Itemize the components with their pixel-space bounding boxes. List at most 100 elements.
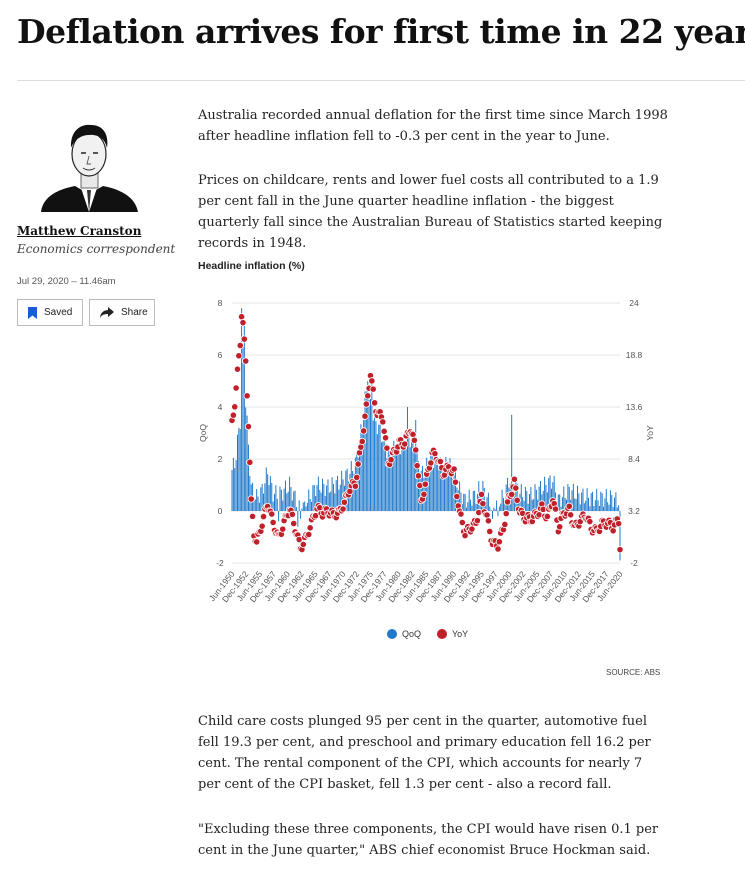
qoq-bar xyxy=(529,493,531,511)
qoq-bar xyxy=(594,500,596,511)
qoq-bar xyxy=(302,502,304,511)
yoy-point xyxy=(483,511,491,519)
yoy-point xyxy=(361,412,369,420)
qoq-bar xyxy=(291,500,293,511)
qoq-bar xyxy=(408,437,410,511)
qoq-bar xyxy=(538,486,540,511)
qoq-bar xyxy=(298,500,300,511)
qoq-bar xyxy=(406,407,408,511)
qoq-bar xyxy=(326,485,328,511)
qoq-bar xyxy=(454,468,456,511)
qoq-bar xyxy=(596,488,598,511)
qoq-bar xyxy=(523,500,525,511)
qoq-bar xyxy=(323,483,325,511)
qoq-bar xyxy=(420,470,422,511)
yoy-point xyxy=(501,520,509,529)
qoq-bar xyxy=(604,498,606,511)
qoq-bar xyxy=(600,491,602,511)
yoy-point xyxy=(479,500,487,508)
qoq-bar xyxy=(586,488,588,511)
y-right-tick: 24 xyxy=(629,298,639,308)
qoq-bar xyxy=(368,399,370,511)
qoq-bar xyxy=(574,498,576,511)
qoq-bar xyxy=(618,505,620,511)
qoq-bar xyxy=(271,482,273,511)
qoq-bar xyxy=(461,504,463,511)
qoq-bar xyxy=(590,493,592,511)
yoy-point xyxy=(233,365,242,373)
qoq-bar xyxy=(597,500,599,511)
qoq-bar xyxy=(282,500,284,511)
y-left-tick: 2 xyxy=(218,454,223,464)
qoq-bar xyxy=(500,503,502,511)
qoq-bar xyxy=(483,487,485,511)
qoq-bar xyxy=(371,383,373,511)
y-right-tick: 13.6 xyxy=(626,402,643,412)
qoq-bar xyxy=(286,493,288,511)
qoq-bar xyxy=(404,448,406,511)
qoq-bar xyxy=(283,488,285,511)
yoy-point xyxy=(259,512,268,521)
qoq-bar xyxy=(374,410,376,511)
qoq-bar xyxy=(545,484,547,511)
saved-button[interactable]: Saved xyxy=(17,299,83,326)
qoq-bar xyxy=(419,477,421,511)
qoq-bar xyxy=(492,511,493,519)
author-name[interactable]: Matthew Cranston xyxy=(17,224,142,238)
qoq-bar xyxy=(327,479,329,511)
qoq-bar xyxy=(572,483,574,511)
qoq-bar xyxy=(311,501,313,511)
qoq-bar xyxy=(324,496,326,511)
qoq-bar xyxy=(249,475,251,511)
share-button[interactable]: Share xyxy=(89,299,155,326)
qoq-bar xyxy=(561,497,563,511)
qoq-bar xyxy=(396,455,398,511)
qoq-bar xyxy=(568,486,570,511)
qoq-bar xyxy=(427,466,429,511)
yoy-point xyxy=(239,319,247,327)
yoy-point xyxy=(427,459,435,467)
qoq-bar xyxy=(378,424,380,511)
qoq-bar xyxy=(380,442,382,511)
yoy-point xyxy=(258,522,266,530)
yoy-point xyxy=(380,427,388,435)
qoq-bar xyxy=(337,475,339,511)
qoq-bar xyxy=(287,491,289,511)
qoq-bar xyxy=(464,493,466,511)
y-right-label: YoY xyxy=(645,425,655,441)
qoq-bar xyxy=(279,486,281,511)
yoy-point xyxy=(436,457,444,466)
legend-qoq-label: QoQ xyxy=(402,629,421,639)
share-arrow-icon xyxy=(100,307,114,318)
y-right-tick: 8.4 xyxy=(628,454,640,464)
qoq-bar xyxy=(361,427,363,511)
qoq-bar xyxy=(309,498,311,511)
qoq-bar xyxy=(587,497,589,511)
qoq-bar xyxy=(524,486,526,511)
qoq-bar xyxy=(294,490,296,511)
qoq-bar xyxy=(263,493,265,511)
qoq-bar xyxy=(313,485,315,511)
qoq-bar xyxy=(364,391,366,511)
qoq-bar xyxy=(446,469,448,511)
qoq-bar xyxy=(497,511,499,517)
qoq-bar xyxy=(531,499,533,511)
yoy-point xyxy=(229,411,237,419)
qoq-bar xyxy=(539,480,541,511)
qoq-bar xyxy=(577,485,578,511)
yoy-point xyxy=(306,524,314,532)
qoq-bar xyxy=(601,493,603,511)
qoq-bar xyxy=(430,455,432,511)
qoq-bar xyxy=(612,507,614,511)
qoq-bar xyxy=(470,499,472,511)
qoq-bar xyxy=(293,491,295,511)
chart-title: Headline inflation (%) xyxy=(198,260,305,272)
yoy-point xyxy=(409,430,417,439)
qoq-bar xyxy=(490,510,492,511)
qoq-bar xyxy=(502,498,504,511)
y-left-tick: -2 xyxy=(216,558,224,568)
yoy-point xyxy=(248,512,257,520)
yoy-point xyxy=(360,427,368,435)
qoq-bar xyxy=(593,505,595,511)
qoq-bar xyxy=(411,438,413,511)
